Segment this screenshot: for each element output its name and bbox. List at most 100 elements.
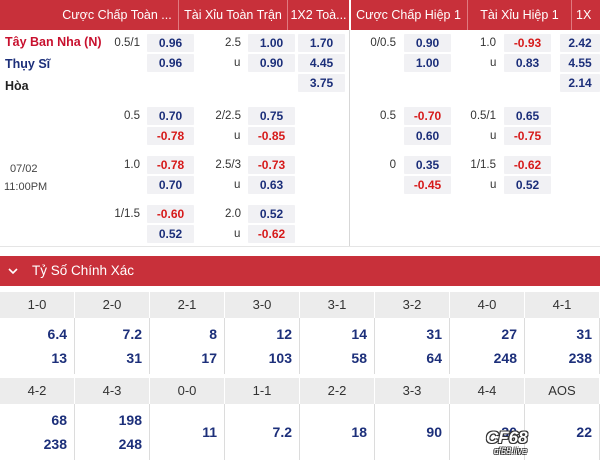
header-divider [467, 0, 468, 30]
odds-button[interactable]: 4.45 [298, 54, 345, 72]
odds-button[interactable]: 0.65 [504, 107, 551, 125]
cell-divider [374, 318, 375, 374]
score-label: 2-2 [300, 378, 375, 404]
header-ou-half[interactable]: Tài Xỉu Hiệp 1 [480, 8, 559, 22]
odds-button[interactable]: 4.55 [560, 54, 600, 72]
score-odds-value[interactable]: 68 [51, 412, 67, 428]
ah-line: 0.5 [124, 110, 140, 122]
score-odds-value[interactable]: 11 [202, 424, 217, 440]
odds-button[interactable]: -0.78 [147, 127, 194, 145]
odds-button[interactable]: 1.00 [404, 54, 451, 72]
score-odds-value[interactable]: 103 [268, 350, 292, 366]
section-correct-score[interactable]: Tỷ Số Chính Xác [0, 256, 600, 286]
header-divider [178, 0, 179, 30]
score-odds-value[interactable]: 58 [351, 350, 367, 366]
score-odds-value[interactable]: 238 [43, 436, 67, 452]
odds-button[interactable]: 2.42 [560, 34, 600, 52]
score-odds-value[interactable]: 248 [118, 436, 142, 452]
score-odds-value[interactable]: 31 [426, 326, 442, 342]
match-date: 07/02 [10, 163, 38, 175]
header-ah-half[interactable]: Cược Chấp Hiệp 1 [356, 8, 461, 22]
score-odds-value[interactable]: 22 [576, 424, 592, 440]
score-odds-value[interactable]: 7.2 [272, 424, 292, 440]
header-ou-full[interactable]: Tài Xỉu Toàn Trận [184, 8, 282, 22]
odds-button[interactable]: 0.60 [404, 127, 451, 145]
score-odds-value[interactable]: 7.2 [122, 326, 142, 342]
score-label: 0-0 [150, 378, 225, 404]
score-label: 4-1 [525, 292, 600, 318]
odds-header-full: Cược Chấp Toàn ... Tài Xỉu Toàn Trận 1X2… [0, 0, 349, 30]
score-odds-value[interactable]: 30 [501, 424, 517, 440]
score-label: 3-2 [375, 292, 450, 318]
odds-button[interactable]: -0.70 [404, 107, 451, 125]
chevron-down-icon[interactable] [6, 264, 20, 278]
odds-button[interactable]: 0.52 [248, 205, 295, 223]
odds-button[interactable]: 0.35 [404, 156, 451, 174]
cell-divider [149, 318, 150, 374]
score-odds-value[interactable]: 14 [351, 326, 367, 342]
odds-button[interactable]: -0.93 [504, 34, 551, 52]
odds-button[interactable]: -0.75 [504, 127, 551, 145]
odds-button[interactable]: -0.85 [248, 127, 295, 145]
ou-line: 2.0 [225, 208, 241, 220]
under-label: u [234, 130, 241, 142]
odds-button[interactable]: 2.14 [560, 74, 600, 92]
odds-button[interactable]: 0.83 [504, 54, 551, 72]
team-home: Tây Ban Nha (N) [5, 35, 102, 49]
score-odds-value[interactable]: 17 [201, 350, 217, 366]
header-divider [287, 0, 288, 30]
cell-divider [449, 318, 450, 374]
odds-button[interactable]: 0.96 [147, 54, 194, 72]
odds-button[interactable]: 0.70 [147, 107, 194, 125]
column-divider [349, 30, 350, 246]
score-odds-value[interactable]: 31 [576, 326, 592, 342]
score-odds-value[interactable]: 64 [426, 350, 442, 366]
odds-button[interactable]: -0.78 [147, 156, 194, 174]
header-1x2-full[interactable]: 1X2 Toà... [290, 8, 347, 22]
cell-divider [524, 318, 525, 374]
odds-button[interactable]: 0.63 [248, 176, 295, 194]
under-label: u [490, 130, 497, 142]
odds-button[interactable]: 0.96 [147, 34, 194, 52]
odds-button[interactable]: 1.70 [298, 34, 345, 52]
odds-button[interactable]: 0.75 [248, 107, 295, 125]
cell-divider [299, 404, 300, 460]
odds-button[interactable]: -0.62 [248, 225, 295, 243]
cell-divider [74, 318, 75, 374]
score-odds-value[interactable]: 90 [426, 424, 442, 440]
score-odds-value[interactable]: 31 [126, 350, 142, 366]
odds-button[interactable]: 3.75 [298, 74, 345, 92]
cell-divider [149, 404, 150, 460]
score-label: 3-3 [375, 378, 450, 404]
odds-button[interactable]: 0.52 [504, 176, 551, 194]
score-odds-value[interactable]: 12 [276, 326, 292, 342]
score-odds-value[interactable]: 6.4 [47, 326, 67, 342]
score-odds-value[interactable]: 238 [568, 350, 592, 366]
score-odds-value[interactable]: 198 [118, 412, 142, 428]
odds-button[interactable]: 0.52 [147, 225, 194, 243]
ou-line: 2/2.5 [215, 110, 241, 122]
odds-button[interactable]: -0.62 [504, 156, 551, 174]
score-odds-value[interactable]: 27 [501, 326, 517, 342]
cell-divider [224, 318, 225, 374]
odds-button[interactable]: -0.45 [404, 176, 451, 194]
match-time: 11:00PM [4, 181, 48, 193]
header-1x2-half[interactable]: 1X [576, 8, 592, 22]
score-odds-value[interactable]: 8 [209, 326, 217, 342]
header-divider [571, 0, 572, 30]
score-odds-value[interactable]: 13 [51, 350, 67, 366]
team-draw: Hòa [5, 79, 29, 93]
odds-button[interactable]: -0.60 [147, 205, 194, 223]
score-odds-value[interactable]: 248 [493, 350, 517, 366]
ou-line: 2.5/3 [215, 159, 241, 171]
odds-button[interactable]: -0.73 [248, 156, 295, 174]
score-odds-value[interactable]: 18 [351, 424, 367, 440]
header-ah-full[interactable]: Cược Chấp Toàn ... [62, 8, 172, 22]
cell-divider [374, 404, 375, 460]
odds-button[interactable]: 0.90 [404, 34, 451, 52]
odds-button[interactable]: 0.70 [147, 176, 194, 194]
score-label: 4-2 [0, 378, 75, 404]
odds-button[interactable]: 1.00 [248, 34, 295, 52]
cell-divider [224, 404, 225, 460]
odds-button[interactable]: 0.90 [248, 54, 295, 72]
